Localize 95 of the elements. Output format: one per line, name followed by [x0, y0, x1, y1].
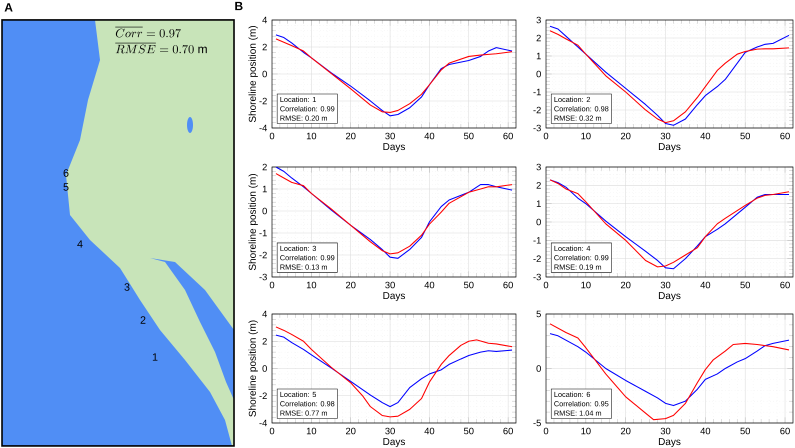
- y-tick-label: 4: [262, 310, 268, 318]
- y-tick-label: 2: [262, 338, 267, 344]
- x-tick-label: 40: [424, 282, 434, 288]
- x-tick-label: 60: [780, 282, 790, 288]
- x-tick-label: 30: [660, 132, 670, 140]
- x-tick-label: 20: [620, 282, 631, 288]
- x-tick-label: 10: [306, 282, 316, 288]
- text: $\overline{Corr} = 0.97$: [115, 27, 181, 38]
- x-tick-label: 40: [700, 428, 710, 434]
- x-tick-label: 20: [346, 132, 356, 140]
- y-tick-label: -2: [259, 98, 267, 104]
- y-tick-label: 4: [262, 16, 268, 24]
- x-tick-label: 60: [503, 282, 513, 288]
- y-tick-label: 1: [536, 52, 541, 60]
- x-axis-title: Days: [658, 438, 681, 448]
- y-tick-label: -1: [533, 237, 541, 244]
- x-tick-label: 30: [385, 132, 395, 140]
- x-tick-label: 40: [424, 428, 434, 434]
- y-tick-label: 1: [262, 186, 267, 192]
- text: 1: [152, 353, 158, 361]
- x-tick-label: 50: [740, 282, 750, 288]
- x-axis-title: Days: [383, 438, 406, 448]
- y-tick-label: -2: [259, 392, 267, 399]
- y-tick-label: -2: [259, 252, 267, 258]
- x-tick-label: 40: [700, 282, 710, 288]
- y-tick-label: 5: [536, 310, 541, 318]
- y-tick-label: 0: [262, 70, 267, 78]
- y-tick-label: 1: [536, 200, 541, 207]
- y-tick-label: -3: [259, 274, 267, 280]
- x-tick-label: 40: [700, 132, 710, 140]
- x-tick-label: 20: [346, 428, 356, 434]
- y-tick-label: 0: [536, 365, 541, 372]
- x-tick-label: 50: [464, 132, 474, 140]
- y-axis-title: Shoreline position (m): [248, 174, 258, 270]
- x-tick-label: 20: [620, 428, 631, 434]
- x-tick-label: 0: [544, 428, 548, 434]
- x-tick-label: 20: [346, 282, 356, 288]
- x-tick-label: 0: [270, 428, 274, 434]
- x-tick-label: 60: [503, 428, 513, 434]
- line-series: [275, 326, 513, 418]
- x-tick-label: 60: [503, 132, 513, 140]
- x-tick-label: 30: [385, 428, 395, 434]
- text: 4: [77, 240, 83, 248]
- y-tick-label: 0: [536, 218, 541, 226]
- y-tick-label: -2: [533, 106, 541, 114]
- x-axis-title: Days: [658, 143, 681, 152]
- x-tick-label: 10: [581, 132, 591, 140]
- x-tick-label: 10: [306, 428, 316, 434]
- x-tick-label: 10: [306, 132, 316, 140]
- text: 3: [124, 283, 130, 291]
- x-tick-label: 50: [740, 132, 750, 140]
- x-tick-label: 60: [780, 132, 790, 140]
- x-axis-title: Days: [383, 143, 406, 152]
- y-tick-label: -3: [533, 124, 541, 132]
- y-tick-label: -3: [533, 274, 541, 280]
- x-tick-label: 50: [740, 428, 750, 434]
- x-axis-title: Days: [383, 292, 406, 302]
- y-tick-label: 2: [262, 164, 267, 170]
- text: 5: [63, 183, 69, 191]
- x-tick-label: 30: [385, 282, 395, 288]
- x-tick-label: 50: [464, 282, 474, 288]
- x-tick-label: 50: [464, 428, 474, 434]
- y-tick-label: 3: [536, 164, 541, 170]
- y-tick-label: -2: [533, 255, 541, 262]
- y-tick-label: 2: [262, 44, 267, 50]
- text: 2: [140, 316, 146, 324]
- y-tick-label: 0: [536, 70, 541, 78]
- text: A: [4, 3, 13, 12]
- x-tick-label: 0: [544, 282, 548, 288]
- x-tick-label: 10: [581, 428, 591, 434]
- y-tick-label: 2: [536, 34, 541, 42]
- x-tick-label: 30: [660, 428, 670, 434]
- x-tick-label: 20: [620, 132, 631, 140]
- x-tick-label: 30: [660, 282, 670, 288]
- y-tick-label: 2: [536, 182, 541, 189]
- x-tick-label: 0: [270, 282, 274, 288]
- y-axis-title: Shoreline position (m): [248, 26, 258, 122]
- y-tick-label: 3: [536, 16, 541, 24]
- x-tick-label: 0: [270, 132, 274, 140]
- y-tick-label: -4: [259, 420, 268, 426]
- x-tick-label: 0: [544, 132, 548, 140]
- x-axis-title: Days: [658, 292, 681, 302]
- text: 6: [64, 169, 68, 177]
- y-tick-label: -5: [533, 420, 541, 426]
- text: $\overline{RMSE} = 0.70\ \mathrm{m}$: [115, 43, 207, 54]
- y-axis-title: Shoreline position (m): [248, 320, 258, 417]
- y-tick-label: -4: [259, 124, 268, 132]
- y-tick-label: 0: [262, 365, 267, 372]
- chart-title: B: [235, 2, 243, 10]
- x-tick-label: 60: [780, 428, 790, 434]
- x-tick-label: 10: [581, 282, 591, 288]
- x-tick-label: 40: [424, 132, 434, 140]
- y-tick-label: -1: [259, 230, 267, 236]
- y-tick-label: -1: [533, 88, 541, 96]
- y-tick-label: 0: [262, 208, 267, 214]
